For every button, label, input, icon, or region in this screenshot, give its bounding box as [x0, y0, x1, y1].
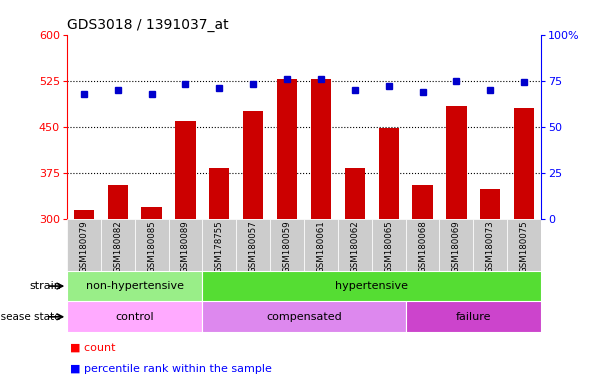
Bar [406, 301, 541, 332]
Text: disease state: disease state [0, 312, 61, 322]
Bar [379, 128, 399, 219]
Bar [175, 121, 196, 219]
Text: GSM180089: GSM180089 [181, 220, 190, 273]
Bar [108, 185, 128, 219]
Bar [277, 79, 297, 219]
Text: non-hypertensive: non-hypertensive [86, 281, 184, 291]
Bar [74, 210, 94, 219]
Text: control: control [116, 312, 154, 322]
Bar [67, 271, 202, 301]
Bar [440, 219, 474, 271]
Text: strain: strain [29, 281, 61, 291]
Text: ■ percentile rank within the sample: ■ percentile rank within the sample [70, 364, 272, 374]
Text: GSM180069: GSM180069 [452, 220, 461, 273]
Bar [243, 111, 263, 219]
Text: ■ count: ■ count [70, 343, 116, 353]
Bar [507, 219, 541, 271]
Bar [514, 108, 534, 219]
Text: GSM180062: GSM180062 [350, 220, 359, 273]
Bar [168, 219, 202, 271]
Bar [67, 301, 202, 332]
Text: GSM180079: GSM180079 [79, 220, 88, 273]
Bar [142, 207, 162, 219]
Bar [371, 219, 406, 271]
Bar [101, 219, 134, 271]
Text: compensated: compensated [266, 312, 342, 322]
Bar [67, 219, 101, 271]
Text: GSM180057: GSM180057 [249, 220, 258, 273]
Text: GSM180065: GSM180065 [384, 220, 393, 273]
Text: GSM180059: GSM180059 [283, 220, 292, 273]
Bar [480, 189, 500, 219]
Text: GDS3018 / 1391037_at: GDS3018 / 1391037_at [67, 18, 229, 32]
Text: GSM180075: GSM180075 [520, 220, 529, 273]
Bar [209, 168, 229, 219]
Bar [345, 169, 365, 219]
Bar [474, 219, 507, 271]
Text: GSM180073: GSM180073 [486, 220, 495, 273]
Bar [202, 301, 406, 332]
Text: hypertensive: hypertensive [335, 281, 408, 291]
Text: GSM180082: GSM180082 [113, 220, 122, 273]
Text: GSM180061: GSM180061 [316, 220, 325, 273]
Bar [237, 219, 270, 271]
Bar [406, 219, 440, 271]
Bar [446, 106, 466, 219]
Bar [412, 185, 433, 219]
Bar [304, 219, 338, 271]
Bar [134, 219, 168, 271]
Text: GSM180085: GSM180085 [147, 220, 156, 273]
Bar [338, 219, 371, 271]
Text: GSM178755: GSM178755 [215, 220, 224, 273]
Text: failure: failure [455, 312, 491, 322]
Bar [202, 219, 237, 271]
Bar [270, 219, 304, 271]
Bar [311, 79, 331, 219]
Text: GSM180068: GSM180068 [418, 220, 427, 273]
Bar [202, 271, 541, 301]
